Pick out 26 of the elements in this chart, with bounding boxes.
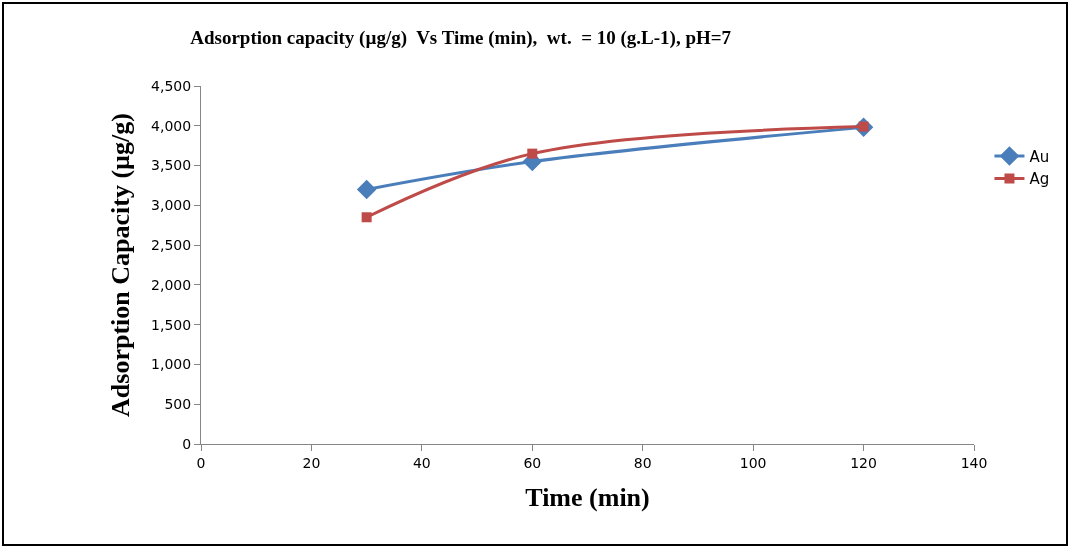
x-tick-label: 140	[960, 454, 988, 471]
y-axis-title: Adsorption Capacity (µg/g)	[105, 113, 135, 417]
y-tick-label: 4,500	[151, 77, 192, 94]
y-tick-label: 3,500	[151, 157, 192, 174]
y-tick-label: 2,500	[151, 237, 192, 254]
point	[527, 148, 538, 159]
point	[361, 212, 372, 223]
point	[356, 179, 377, 200]
y-tick-label: 500	[164, 396, 192, 413]
y-tick-label: 0	[182, 435, 192, 452]
y-tick-label: 2,000	[151, 276, 192, 293]
y-tick-label: 1,000	[151, 356, 192, 373]
x-tick-label: 20	[302, 454, 321, 471]
x-tick-label: 80	[633, 454, 652, 471]
y-tick-label: 3,000	[151, 197, 192, 214]
x-tick-label: 40	[412, 454, 431, 471]
chart-title: Adsorption capacity (µg/g) Vs Time (min), wt. = 10 (g.L-1), pH=7	[190, 27, 732, 50]
legend-label: Ag	[1029, 170, 1050, 189]
y-tick-label: 1,500	[151, 316, 192, 333]
x-tick-label: 120	[850, 454, 877, 471]
x-axis-title: Time (min)	[525, 483, 650, 513]
x-tick-label: 0	[196, 454, 206, 471]
y-tick-label: 4,000	[151, 117, 192, 134]
x-tick-label: 100	[739, 454, 767, 471]
x-tick-label: 60	[523, 454, 542, 471]
legend-label: Au	[1029, 147, 1050, 166]
